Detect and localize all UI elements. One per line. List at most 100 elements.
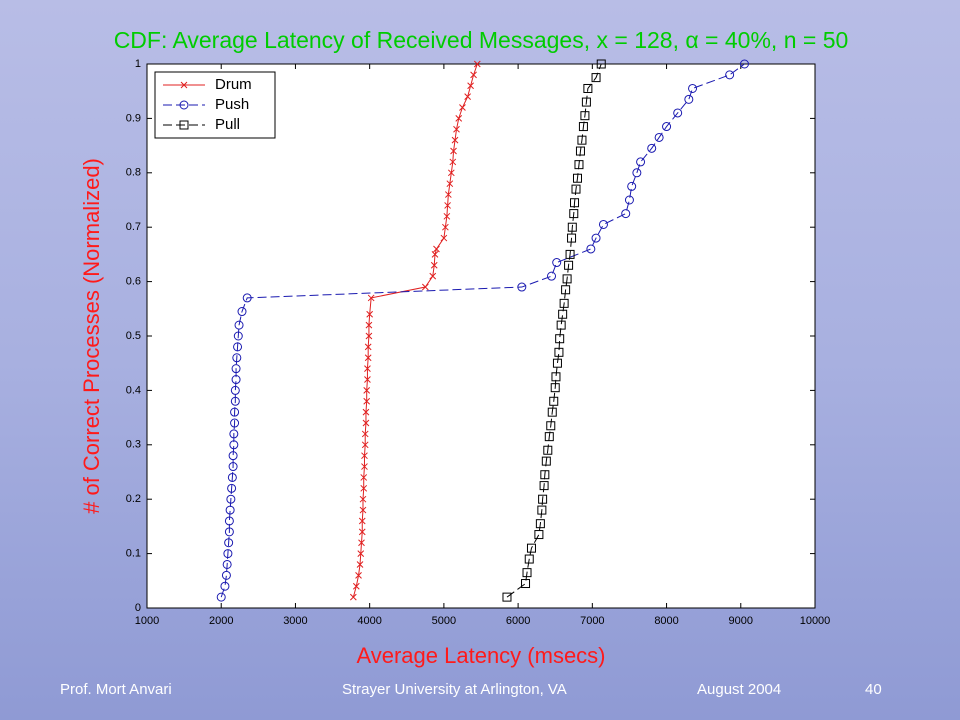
marker	[547, 407, 557, 417]
marker	[624, 195, 634, 205]
y-tick-label: 0.9	[126, 112, 141, 124]
marker	[567, 233, 577, 243]
marker	[362, 408, 370, 416]
marker	[231, 364, 241, 374]
marker	[227, 483, 237, 493]
marker	[464, 93, 471, 100]
marker	[446, 180, 454, 188]
marker	[632, 168, 642, 178]
y-tick-label: 0.6	[126, 276, 141, 288]
marker	[564, 260, 574, 270]
marker	[551, 372, 561, 382]
marker	[565, 249, 575, 259]
legend-marker	[180, 81, 188, 89]
marker	[429, 272, 437, 280]
marker	[550, 383, 560, 393]
y-tick-label: 1	[135, 58, 141, 70]
marker	[361, 452, 368, 460]
marker	[534, 530, 544, 540]
marker	[556, 320, 566, 330]
marker	[349, 593, 357, 601]
marker	[447, 169, 455, 177]
marker	[473, 60, 481, 68]
marker	[450, 147, 457, 155]
x-axis-label: Average Latency (msecs)	[356, 643, 605, 668]
marker	[535, 519, 545, 529]
marker	[547, 271, 557, 281]
chart-title: CDF: Average Latency of Received Message…	[114, 27, 849, 53]
marker	[216, 592, 226, 602]
marker	[357, 550, 365, 557]
marker	[554, 347, 564, 357]
marker	[364, 376, 371, 383]
marker	[224, 527, 234, 537]
x-tick-label: 9000	[729, 615, 753, 627]
legend-label: Drum	[215, 76, 252, 93]
marker	[443, 212, 451, 220]
y-tick-label: 0.3	[126, 439, 141, 451]
marker	[521, 579, 531, 589]
marker	[647, 143, 657, 153]
marker	[361, 463, 368, 470]
marker	[539, 481, 549, 491]
marker	[586, 244, 596, 254]
marker	[598, 219, 608, 229]
marker	[232, 353, 242, 363]
x-tick-label: 8000	[654, 615, 678, 627]
y-tick-label: 0.1	[126, 548, 141, 560]
footer-author: Prof. Mort Anvari	[60, 681, 172, 698]
marker	[467, 82, 474, 90]
marker	[526, 543, 536, 553]
marker	[365, 321, 373, 329]
marker	[358, 528, 366, 536]
x-tick-label: 6000	[506, 615, 530, 627]
marker	[366, 310, 374, 318]
marker	[627, 181, 637, 191]
series-line	[352, 63, 478, 598]
marker	[361, 430, 369, 438]
marker	[537, 505, 547, 515]
marker	[222, 559, 232, 569]
y-tick-label: 0.5	[126, 330, 141, 342]
marker	[449, 158, 457, 166]
marker	[223, 549, 233, 559]
marker	[234, 320, 244, 330]
marker	[364, 354, 372, 362]
marker	[455, 115, 463, 122]
marker	[558, 309, 568, 319]
x-tick-label: 7000	[580, 615, 604, 627]
marker	[540, 470, 550, 480]
marker	[225, 505, 235, 515]
marker	[421, 283, 429, 291]
y-tick-label: 0.4	[126, 384, 141, 396]
marker	[362, 419, 370, 427]
marker	[739, 59, 749, 69]
marker	[363, 397, 371, 405]
footer: Prof. Mort Anvari Strayer University at …	[60, 681, 882, 698]
footer-date: August 2004	[697, 681, 781, 698]
marker	[363, 387, 371, 394]
legend-label: Pull	[215, 116, 240, 133]
legend-box	[154, 71, 276, 139]
x-tick-label: 10000	[800, 615, 831, 627]
marker	[365, 332, 373, 340]
legend-marker	[179, 100, 189, 110]
plot-area	[146, 63, 816, 609]
marker	[360, 484, 368, 492]
marker	[555, 334, 565, 344]
marker	[444, 191, 452, 198]
marker	[459, 104, 466, 111]
x-tick-label: 1000	[135, 615, 159, 627]
marker	[359, 495, 367, 503]
marker	[591, 233, 601, 243]
marker	[440, 234, 448, 242]
marker	[546, 421, 556, 431]
marker	[583, 83, 593, 93]
marker	[567, 222, 577, 232]
marker	[358, 517, 366, 525]
marker	[444, 202, 451, 209]
marker	[577, 135, 587, 145]
marker	[355, 572, 362, 579]
marker	[442, 223, 449, 231]
